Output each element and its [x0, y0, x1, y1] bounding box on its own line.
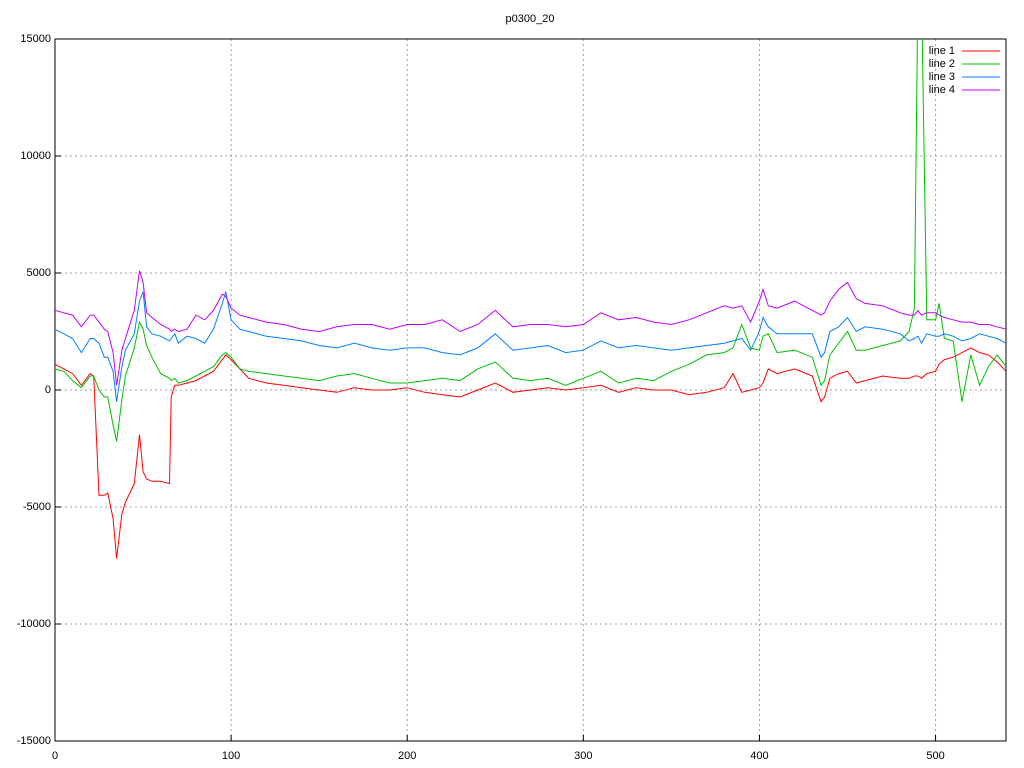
y-tick-label: -15000: [17, 735, 51, 747]
x-tick-label: 0: [52, 750, 58, 762]
legend-label: line 1: [929, 45, 955, 57]
legend-label: line 4: [929, 84, 955, 96]
data-line: [55, 291, 1006, 402]
y-tick-label: -5000: [23, 501, 51, 513]
legend-label: line 2: [929, 58, 955, 70]
y-tick-label: 0: [45, 384, 51, 396]
data-line: [55, 270, 1006, 386]
plot-border: [54, 38, 1007, 742]
y-tick-label: 5000: [27, 267, 51, 279]
data-line: [55, 347, 1006, 559]
plot-area: [55, 39, 1006, 559]
y-tick-label: 15000: [20, 33, 51, 45]
x-tick-label: 500: [926, 750, 944, 762]
x-tick-label: 100: [222, 750, 240, 762]
y-tick-label: 10000: [20, 150, 51, 162]
legend-label: line 3: [929, 71, 955, 83]
chart-title: p0300_20: [506, 13, 555, 25]
x-tick-label: 300: [574, 750, 592, 762]
y-tick-label: -10000: [17, 618, 51, 630]
data-line: [55, 39, 1006, 442]
x-tick-label: 200: [398, 750, 416, 762]
x-tick-label: 400: [750, 750, 768, 762]
